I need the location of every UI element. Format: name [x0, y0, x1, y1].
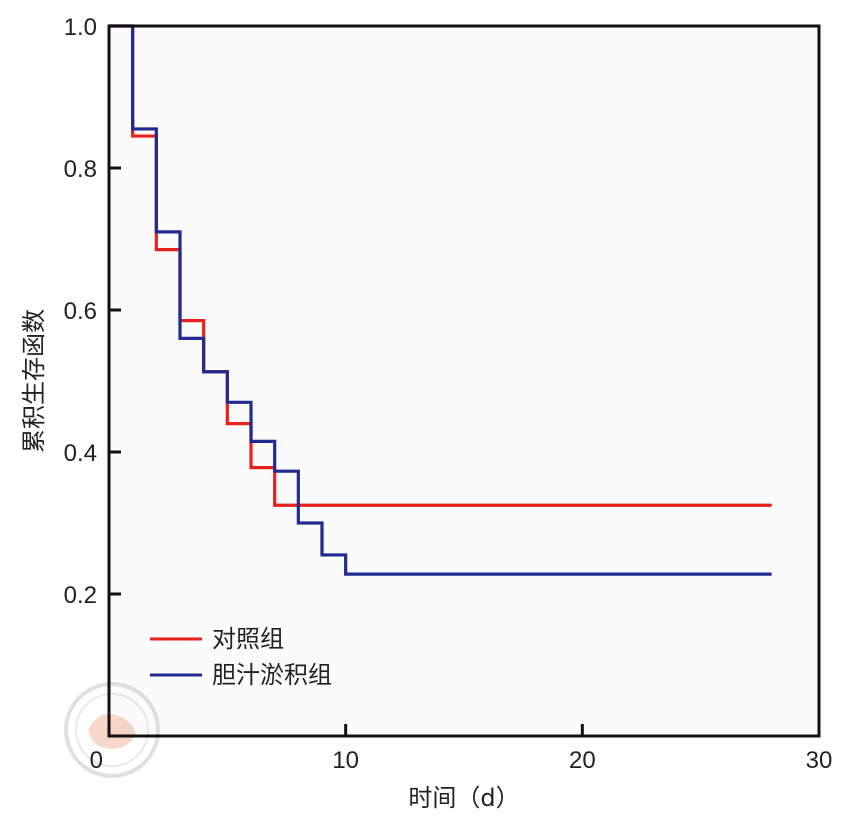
legend-label-cholestasis: 胆汁淤积组 — [212, 661, 332, 689]
watermark-seal — [64, 682, 160, 778]
x-axis: 0 10 20 30 — [90, 724, 833, 774]
x-tick-label: 30 — [806, 747, 833, 774]
series-layer — [109, 24, 772, 576]
y-tick-label: 0.8 — [64, 156, 97, 183]
legend-label-control: 对照组 — [212, 625, 284, 653]
series-line-1 — [109, 24, 772, 576]
x-tick-label: 10 — [332, 747, 359, 774]
x-tick-label: 0 — [90, 747, 103, 774]
y-tick-label: 1.0 — [64, 14, 97, 41]
x-tick-label: 20 — [569, 747, 596, 774]
x-axis-label: 时间（d） — [408, 784, 519, 812]
y-axis-label: 累积生存函数 — [20, 309, 48, 453]
y-axis: 0.2 0.4 0.6 0.8 1.0 — [64, 14, 121, 609]
plot-frame — [107, 24, 821, 738]
y-tick-label: 0.2 — [64, 582, 97, 609]
y-tick-label: 0.4 — [64, 440, 97, 467]
y-tick-label: 0.6 — [64, 298, 97, 325]
legend: 对照组 胆汁淤积组 — [150, 625, 332, 689]
